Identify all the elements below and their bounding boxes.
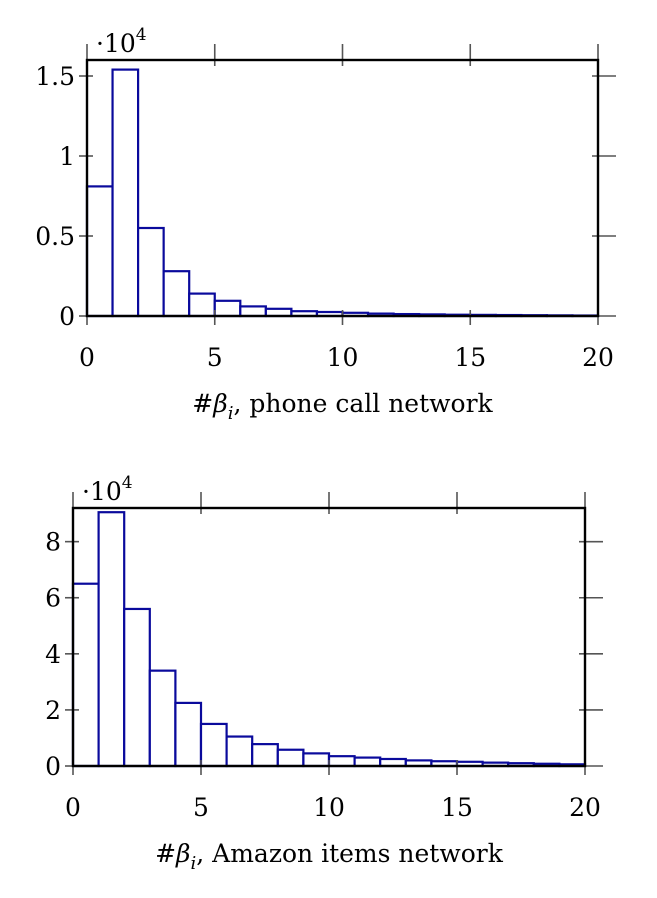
y-tick-label: 0.5: [35, 222, 75, 251]
histogram-bar: [276, 748, 305, 768]
histogram-bar: [174, 701, 203, 768]
y-tick-label: 0: [45, 752, 61, 781]
y-tick-label: 1: [59, 142, 75, 171]
histogram-bar: [85, 185, 114, 318]
histogram-bar: [71, 582, 100, 768]
y-scale-factor: ·104: [82, 473, 133, 506]
y-tick-label: 2: [45, 696, 61, 725]
histogram-bar: [302, 752, 331, 768]
x-axis-label: #βi, Amazon items network: [155, 839, 504, 874]
x-tick-label: 15: [454, 343, 486, 372]
x-axis-label-subscript: i: [228, 403, 234, 424]
y-tick-label: 4: [45, 640, 61, 669]
x-axis-label-text: , phone call network: [233, 389, 493, 418]
y-scale-exponent: 4: [136, 25, 147, 45]
histogram-bar: [353, 756, 382, 768]
x-axis-label-subscript: i: [191, 853, 197, 874]
x-axis-label-hash: #: [155, 839, 176, 868]
histogram-bar: [239, 305, 267, 318]
x-tick-label: 10: [313, 793, 345, 822]
x-axis-label-symbol: β: [212, 389, 227, 418]
histogram-bar: [213, 299, 242, 318]
plot-frame: [85, 58, 600, 318]
histogram-bar: [188, 292, 216, 318]
histogram-bar: [162, 270, 191, 318]
x-tick-label: 5: [193, 793, 209, 822]
histogram-bar: [251, 743, 279, 768]
histogram-bar: [97, 511, 126, 768]
x-axis-label-symbol: β: [175, 839, 190, 868]
x-tick-label: 0: [65, 793, 81, 822]
y-scale-base: ·10: [96, 29, 136, 58]
histogram-bar: [327, 755, 356, 768]
x-tick-label: 15: [441, 793, 473, 822]
y-scale-base: ·10: [82, 477, 122, 506]
histogram-bar: [148, 669, 177, 768]
y-scale-exponent: 4: [122, 473, 133, 493]
x-axis-label: #βi, phone call network: [192, 389, 493, 424]
chart-panel-1: 0 5 10 15 20 0 0.5 1 1.5 ·104 #βi, phone call netw…: [35, 25, 616, 424]
histogram-bar: [225, 735, 254, 768]
y-scale-factor: ·104: [96, 25, 147, 58]
plot-frame: [71, 506, 587, 768]
x-tick-label: 0: [79, 343, 95, 372]
histogram-bar: [137, 226, 165, 318]
x-tick-label: 5: [207, 343, 223, 372]
y-tick-label: 6: [45, 584, 61, 613]
x-axis-label-text: , Amazon items network: [196, 839, 503, 868]
histogram-bar: [123, 607, 151, 768]
y-tick-label: 8: [45, 528, 61, 557]
y-tick-label: 0: [59, 302, 75, 331]
y-tick-label: 1.5: [35, 62, 75, 91]
x-tick-label: 20: [582, 343, 614, 372]
x-tick-label: 10: [327, 343, 359, 372]
histogram-bar: [111, 68, 140, 318]
x-tick-label: 20: [569, 793, 601, 822]
x-axis-label-hash: #: [192, 389, 213, 418]
histogram-bar: [199, 722, 228, 768]
